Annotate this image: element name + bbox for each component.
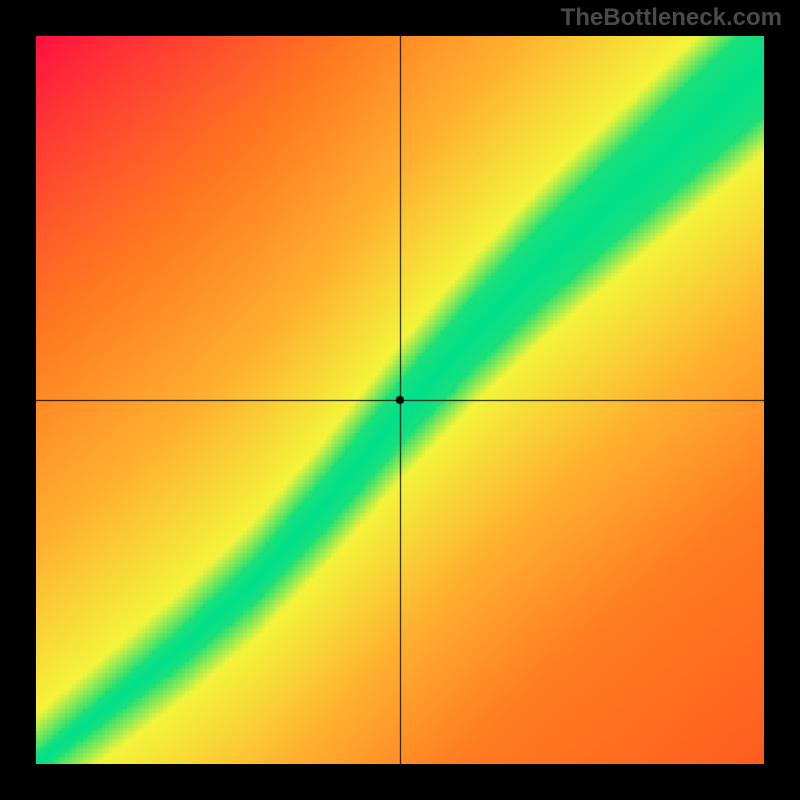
bottleneck-heatmap [36, 36, 764, 764]
watermark-text: TheBottleneck.com [561, 4, 782, 32]
chart-container: { "watermark": { "text": "TheBottleneck.… [0, 0, 800, 800]
